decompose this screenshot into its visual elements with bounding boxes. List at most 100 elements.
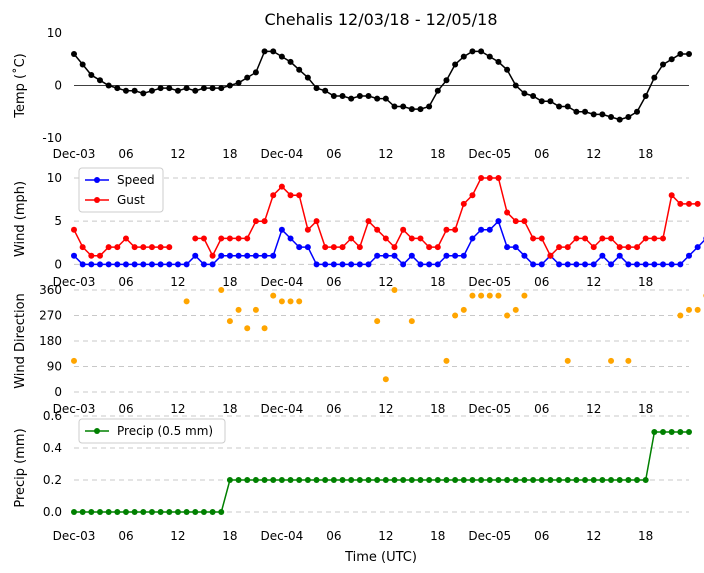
data-point [573, 235, 580, 242]
data-point [356, 244, 363, 251]
legend-label: Precip (0.5 mm) [117, 424, 213, 438]
data-point [486, 174, 493, 181]
x-tick-label: 18 [638, 147, 653, 161]
data-point [582, 235, 589, 242]
data-point [642, 235, 649, 242]
data-point [408, 106, 415, 113]
data-point [530, 261, 537, 268]
legend-swatch-marker [94, 197, 100, 203]
data-point [686, 306, 692, 313]
data-point [426, 477, 433, 483]
data-point [174, 87, 181, 94]
data-point [79, 244, 86, 251]
y-axis-label: Precip (mm) [13, 428, 28, 507]
data-point [625, 244, 632, 251]
data-point [573, 477, 580, 483]
legend-swatch-marker [94, 428, 100, 434]
data-point [556, 477, 563, 483]
data-point [538, 477, 545, 483]
data-point [530, 235, 537, 242]
data-point [452, 226, 459, 233]
y-tick-label: 10 [47, 26, 62, 40]
data-point [382, 235, 389, 242]
x-tick-label: 18 [222, 275, 237, 289]
data-point [452, 252, 459, 259]
x-tick-label: 06 [326, 529, 341, 543]
data-point [434, 477, 441, 483]
panel-0: -10 0 10 Temp (˚C) Dec-03 06 12 18 Dec-04 06 12 18 D… [12, 26, 692, 161]
x-axis-label: Time (UTC) [344, 550, 417, 565]
data-point [365, 218, 372, 225]
y-axis-label: Wind (mph) [13, 181, 28, 257]
data-point [642, 477, 649, 483]
data-point [270, 48, 277, 55]
data-point [564, 103, 571, 110]
data-point [96, 77, 103, 84]
figure-title: Chehalis 12/03/18 - 12/05/18 [264, 10, 497, 29]
x-tick-label: 12 [378, 529, 393, 543]
data-point [608, 261, 615, 268]
data-point [278, 298, 285, 305]
x-tick-label: 06 [326, 402, 341, 416]
data-point [244, 252, 251, 259]
data-point [226, 477, 233, 483]
data-point [114, 85, 121, 92]
data-point [183, 85, 190, 92]
data-point [114, 261, 121, 268]
data-point [608, 357, 615, 364]
data-point [642, 261, 649, 268]
data-point [426, 261, 433, 268]
data-point [504, 66, 511, 73]
x-tick-label: Dec-05 [468, 529, 511, 543]
data-point [443, 477, 450, 483]
data-point [599, 111, 606, 118]
data-point [270, 477, 277, 483]
data-point [512, 477, 519, 483]
data-point [192, 87, 199, 94]
data-point [148, 87, 155, 94]
data-point [660, 261, 667, 268]
data-point [374, 252, 381, 259]
data-point [192, 509, 199, 515]
data-point [443, 252, 450, 259]
data-point [304, 477, 311, 483]
data-point [400, 261, 407, 268]
data-point [504, 209, 511, 216]
data-point [694, 244, 701, 251]
data-point [452, 312, 459, 319]
data-point [677, 312, 684, 319]
data-point [278, 226, 285, 233]
data-point [235, 79, 242, 86]
data-point [616, 116, 623, 123]
x-tick-label: 18 [430, 147, 445, 161]
data-point [88, 509, 95, 515]
data-point [140, 509, 147, 515]
x-tick-label: 18 [430, 402, 445, 416]
data-point [114, 509, 121, 515]
x-tick-label: 12 [170, 402, 185, 416]
data-point [356, 477, 363, 483]
data-point [261, 477, 268, 483]
x-tick-label: Dec-04 [260, 402, 303, 416]
data-point [140, 244, 147, 251]
data-point [330, 261, 337, 268]
data-point [391, 252, 398, 259]
data-point [582, 261, 589, 268]
data-point [469, 48, 476, 55]
data-point [374, 318, 381, 325]
x-tick-label: Dec-03 [53, 147, 96, 161]
y-tick-label: 0 [54, 385, 62, 399]
y-tick-label: 0.2 [43, 473, 62, 487]
data-point [495, 58, 502, 65]
data-point [270, 292, 277, 299]
data-point [469, 235, 476, 242]
data-point [200, 235, 207, 242]
data-point [504, 477, 511, 483]
data-point [634, 108, 641, 115]
x-tick-label: Dec-04 [260, 529, 303, 543]
data-point [313, 218, 320, 225]
x-tick-label: 06 [118, 529, 133, 543]
data-point [122, 235, 129, 242]
data-point [443, 226, 450, 233]
data-point [573, 261, 580, 268]
